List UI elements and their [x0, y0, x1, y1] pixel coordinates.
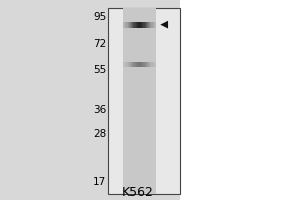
Bar — [152, 22, 153, 28]
Bar — [130, 22, 131, 28]
Bar — [136, 62, 137, 67]
Bar — [129, 22, 130, 28]
Bar — [153, 62, 154, 67]
Bar — [142, 22, 143, 28]
Bar — [152, 62, 153, 67]
Bar — [140, 22, 141, 28]
Bar — [149, 22, 150, 28]
Bar — [140, 62, 141, 67]
Bar — [143, 22, 145, 28]
Bar — [126, 62, 128, 67]
FancyBboxPatch shape — [0, 0, 180, 200]
Bar — [137, 62, 138, 67]
Bar — [130, 62, 131, 67]
Bar — [139, 62, 140, 67]
Bar — [155, 22, 156, 28]
Bar — [150, 62, 152, 67]
Bar — [148, 22, 149, 28]
Bar — [108, 8, 180, 194]
Bar — [138, 22, 139, 28]
Bar — [149, 62, 150, 67]
Bar — [123, 62, 124, 67]
Bar — [141, 22, 142, 28]
Text: 95: 95 — [93, 12, 106, 22]
Bar — [154, 62, 155, 67]
Bar — [132, 22, 133, 28]
Bar — [132, 62, 133, 67]
Bar — [131, 62, 132, 67]
Bar — [134, 22, 136, 28]
Bar — [126, 22, 128, 28]
Bar — [128, 62, 129, 67]
Bar — [138, 62, 139, 67]
Bar — [123, 22, 124, 28]
Bar — [141, 62, 142, 67]
Bar — [133, 22, 134, 28]
Bar — [142, 62, 143, 67]
Bar — [148, 62, 149, 67]
Text: K562: K562 — [122, 186, 154, 198]
Bar — [146, 22, 147, 28]
Bar — [137, 22, 138, 28]
Bar — [146, 62, 147, 67]
Text: 55: 55 — [93, 65, 106, 75]
Bar — [134, 62, 136, 67]
Bar — [136, 22, 137, 28]
Bar — [131, 22, 132, 28]
Bar — [129, 62, 130, 67]
Text: 17: 17 — [93, 177, 106, 187]
Bar — [147, 62, 148, 67]
Text: 28: 28 — [93, 129, 106, 139]
Bar — [128, 22, 129, 28]
Text: 72: 72 — [93, 39, 106, 49]
Bar — [147, 22, 148, 28]
Bar — [145, 62, 146, 67]
Bar — [133, 62, 134, 67]
Bar — [145, 22, 146, 28]
Bar — [150, 22, 152, 28]
Text: 36: 36 — [93, 105, 106, 115]
Bar — [124, 22, 125, 28]
Bar — [123, 8, 156, 194]
Bar — [155, 62, 156, 67]
Bar — [153, 22, 154, 28]
Bar — [125, 22, 126, 28]
Bar — [125, 62, 126, 67]
Bar — [124, 62, 125, 67]
Bar — [154, 22, 155, 28]
Bar — [143, 62, 145, 67]
Bar — [139, 22, 140, 28]
